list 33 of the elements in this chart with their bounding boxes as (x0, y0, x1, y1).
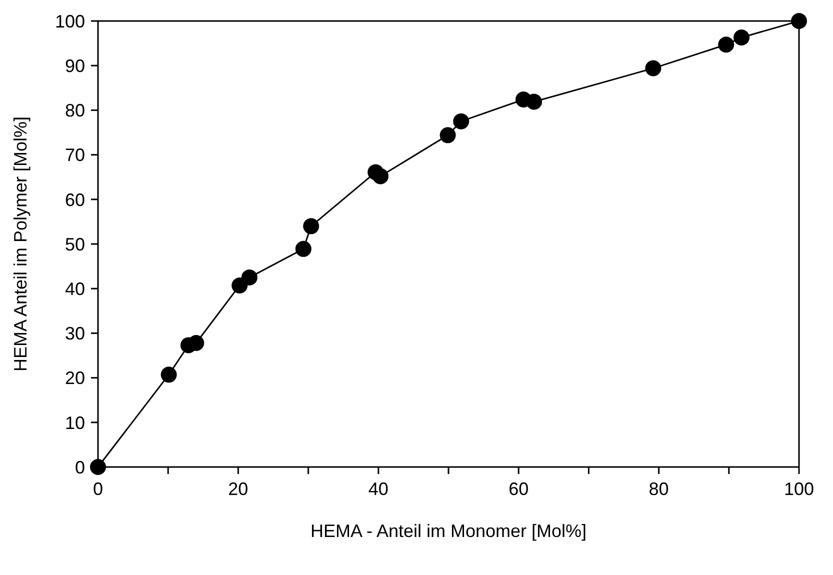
y-tick-label: 90 (64, 56, 85, 76)
y-tick-label: 100 (54, 11, 85, 32)
point (526, 94, 542, 110)
point (718, 36, 734, 53)
y-tick-label: 0 (74, 457, 85, 478)
y-tick-label: 70 (64, 145, 85, 166)
point (734, 30, 750, 46)
point (372, 168, 389, 184)
y-tick-label: 50 (64, 234, 85, 254)
x-tick-label: 100 (784, 478, 814, 499)
x-tick-label: 80 (648, 478, 669, 499)
point (188, 335, 204, 352)
point (160, 366, 177, 383)
y-tick-label: 80 (64, 100, 85, 121)
point (90, 459, 106, 475)
point (303, 218, 320, 234)
x-tick-label: 40 (368, 478, 388, 499)
y-axis-title: HEMA Anteil im Polymer [Mol%] (10, 116, 30, 372)
point (440, 127, 456, 144)
point (295, 240, 312, 257)
y-tick-label: 30 (64, 324, 85, 344)
y-tick-label: 10 (64, 412, 85, 433)
point (241, 269, 258, 286)
point (791, 13, 807, 29)
x-tick-label: 20 (228, 478, 248, 499)
x-tick-label: 0 (92, 478, 104, 499)
point (453, 113, 470, 130)
y-tick-label: 60 (64, 190, 85, 210)
y-tick-label: 40 (64, 278, 85, 299)
x-tick-label: 60 (508, 478, 529, 499)
x-axis-title: HEMA - Anteil im Monomer [Mol%] (310, 521, 587, 541)
point (645, 60, 662, 76)
y-tick-label: 20 (64, 368, 85, 388)
